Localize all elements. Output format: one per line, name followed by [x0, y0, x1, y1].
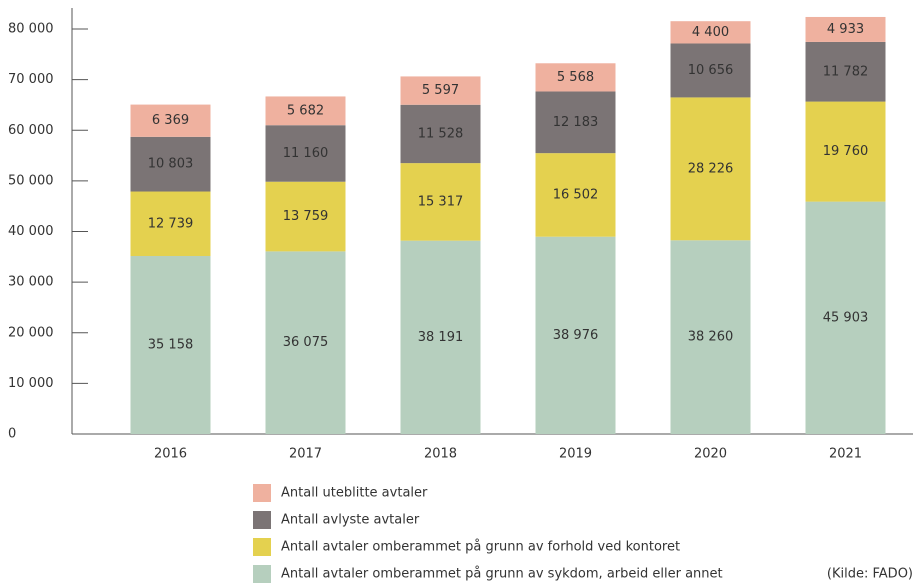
y-tick-label: 60 000 [8, 123, 54, 138]
value-label: 5 597 [422, 83, 459, 98]
bar-segment [130, 191, 211, 257]
legend-label: Antall avtaler omberammet på grunn av sy… [281, 567, 723, 582]
bar-segment [535, 236, 616, 434]
x-tick-label: 2021 [829, 447, 862, 462]
bar-segment [805, 101, 886, 202]
value-label: 13 759 [283, 209, 329, 224]
bar-segment [130, 256, 211, 434]
bar-segment [535, 153, 616, 237]
value-label: 38 976 [553, 328, 599, 343]
bar-segment [805, 16, 886, 42]
y-tick-label: 0 [8, 427, 16, 442]
bar-segment [805, 41, 886, 102]
legend-swatch [253, 484, 271, 502]
bar-segment [265, 251, 346, 434]
value-label: 11 528 [418, 126, 464, 141]
value-label: 5 682 [287, 103, 324, 118]
bar-segment [130, 104, 211, 137]
bar-segment [265, 181, 346, 252]
x-tick-label: 2020 [694, 447, 727, 462]
legend-label: Antall uteblitte avtaler [281, 486, 428, 501]
value-label: 35 158 [148, 338, 194, 353]
value-label: 6 369 [152, 113, 189, 128]
value-label: 5 568 [557, 70, 594, 85]
x-tick-label: 2018 [424, 447, 457, 462]
value-label: 38 260 [688, 330, 734, 345]
bar-segment [670, 43, 751, 98]
value-label: 10 803 [148, 157, 194, 172]
value-label: 19 760 [823, 144, 869, 159]
value-label: 28 226 [688, 161, 734, 176]
value-label: 15 317 [418, 194, 464, 209]
bar-segment [400, 240, 481, 434]
legend-label: Antall avlyste avtaler [281, 513, 420, 528]
value-label: 36 075 [283, 335, 329, 350]
value-label: 10 656 [688, 63, 734, 78]
value-label: 45 903 [823, 310, 869, 325]
bar-segment [805, 201, 886, 434]
value-label: 12 739 [148, 216, 194, 231]
bar-segment [670, 240, 751, 434]
bar-segment [670, 97, 751, 241]
value-label: 11 160 [283, 146, 329, 161]
bar-segment [400, 76, 481, 105]
y-tick-label: 80 000 [8, 22, 54, 37]
value-label: 38 191 [418, 330, 464, 345]
value-label: 16 502 [553, 187, 599, 202]
bar-segment [535, 63, 616, 92]
x-tick-label: 2017 [289, 447, 322, 462]
x-tick-label: 2016 [154, 447, 187, 462]
bar-segment [400, 163, 481, 241]
value-label: 12 183 [553, 115, 599, 130]
y-tick-label: 30 000 [8, 275, 54, 290]
value-label: 4 933 [827, 22, 864, 37]
value-label: 11 782 [823, 64, 869, 79]
y-tick-label: 10 000 [8, 376, 54, 391]
legend-swatch [253, 538, 271, 556]
y-tick-label: 50 000 [8, 173, 54, 188]
bar-segment [535, 91, 616, 154]
y-tick-label: 20 000 [8, 325, 54, 340]
source: (Kilde: FADO) [827, 567, 913, 582]
bar-segment [265, 96, 346, 126]
bar-segment [265, 125, 346, 182]
bar-segment [130, 136, 211, 192]
y-tick-label: 70 000 [8, 72, 54, 87]
bar-segment [670, 21, 751, 44]
y-tick-label: 40 000 [8, 224, 54, 239]
legend-swatch [253, 565, 271, 583]
value-label: 4 400 [692, 25, 729, 40]
legend-swatch [253, 511, 271, 529]
bar-segment [400, 104, 481, 164]
x-tick-label: 2019 [559, 447, 592, 462]
legend-label: Antall avtaler omberammet på grunn av fo… [281, 540, 680, 555]
